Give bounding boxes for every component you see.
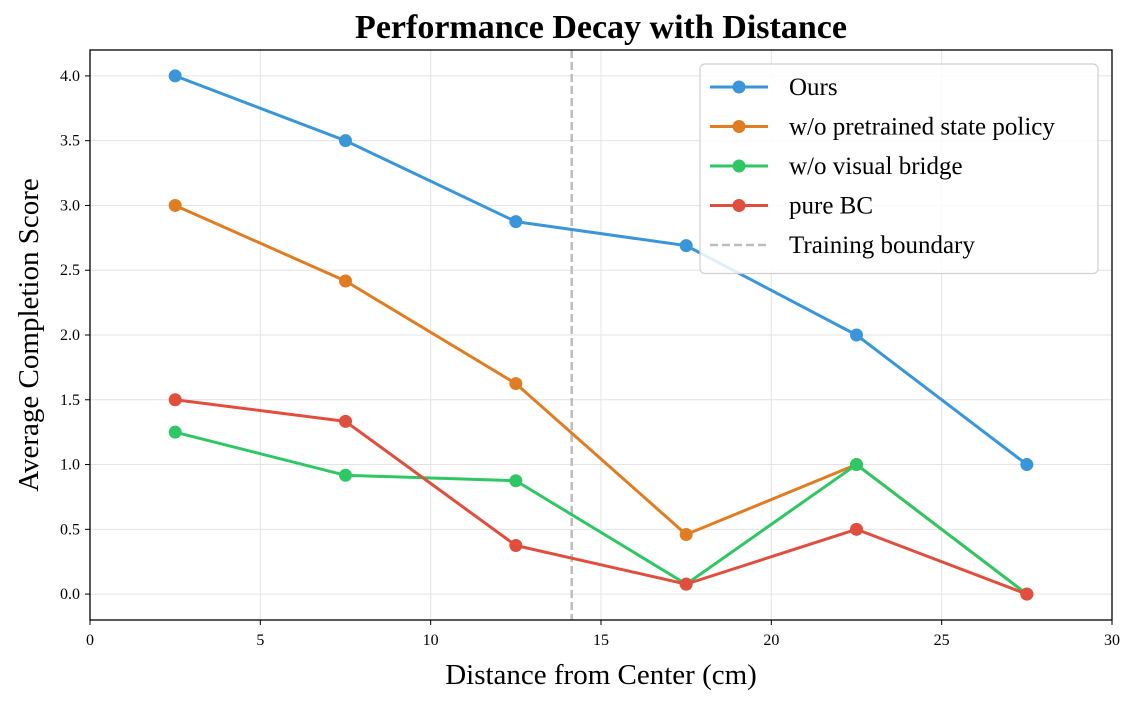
y-tick-label: 0.5 — [60, 521, 80, 538]
data-point-w-o-visual-bridge — [339, 468, 352, 482]
data-point-pure-bc — [850, 522, 863, 536]
x-tick-label: 10 — [423, 632, 439, 649]
legend-label: Ours — [789, 74, 838, 101]
series-line-ours — [174, 74, 1028, 466]
x-tick-label: 0 — [86, 632, 94, 649]
legend-label: w/o visual bridge — [789, 153, 963, 180]
y-tick-label: 1.0 — [60, 457, 80, 474]
series-line-w-o-visual-bridge — [174, 430, 1028, 596]
y-tick-label: 3.0 — [60, 197, 80, 214]
data-point-ours — [679, 239, 693, 253]
y-tick-label: 2.0 — [60, 327, 80, 344]
data-point-pure-bc — [339, 414, 352, 428]
data-point-ours — [339, 134, 352, 148]
data-point-pure-bc — [509, 539, 523, 553]
y-tick-label: 3.5 — [60, 133, 80, 150]
legend-label: Training boundary — [789, 232, 975, 259]
chart-title: Performance Decay with Distance — [355, 9, 847, 46]
x-tick-label: 30 — [1104, 632, 1120, 649]
x-tick-label: 5 — [256, 632, 264, 649]
legend-label: pure BC — [789, 193, 873, 220]
legend-swatch-marker — [732, 159, 746, 173]
y-tick-label: 0.0 — [60, 586, 80, 603]
x-axis-label: Distance from Center (cm) — [445, 659, 757, 691]
data-point-ours — [168, 69, 182, 83]
data-point-w-o-visual-bridge — [168, 425, 182, 439]
x-tick-label: 20 — [763, 632, 779, 649]
y-tick-label: 2.5 — [60, 262, 80, 279]
legend-swatch-marker — [732, 80, 746, 94]
x-tick-label: 15 — [593, 632, 609, 649]
data-point-ours — [509, 215, 523, 229]
ticks: 0 5 10 15 20 25 30 0.0 0.5 1.0 1.5 2.0 2.5 3.0 3.5 4.0 — [60, 68, 1120, 649]
y-tick-label: 1.5 — [60, 392, 80, 409]
data-point-w-o-pretrained-state-policy — [168, 198, 182, 212]
series-line-pure-bc — [174, 398, 1028, 596]
data-point-pure-bc — [168, 393, 182, 407]
data-point-w-o-visual-bridge — [509, 474, 523, 488]
data-point-ours — [850, 328, 863, 342]
data-point-w-o-pretrained-state-policy — [679, 528, 693, 541]
data-point-w-o-pretrained-state-policy — [339, 274, 352, 288]
legend-swatch-marker — [732, 199, 746, 212]
legend-swatch-marker — [732, 120, 746, 133]
y-tick-label: 4.0 — [60, 68, 80, 85]
data-point-pure-bc — [1020, 587, 1034, 601]
data-point-w-o-visual-bridge — [850, 458, 863, 472]
y-axis-label: Average Completion Score — [13, 178, 45, 492]
legend-box — [699, 63, 1099, 275]
data-point-pure-bc — [679, 577, 693, 591]
legend-label: w/o pretrained state policy — [789, 114, 1055, 141]
data-point-ours — [1020, 458, 1034, 472]
x-tick-label: 25 — [934, 632, 950, 649]
data-point-w-o-pretrained-state-policy — [509, 377, 523, 391]
series-layer — [168, 69, 1034, 601]
legend: Ours w/o pretrained state policy w/o visua… — [699, 63, 1099, 275]
